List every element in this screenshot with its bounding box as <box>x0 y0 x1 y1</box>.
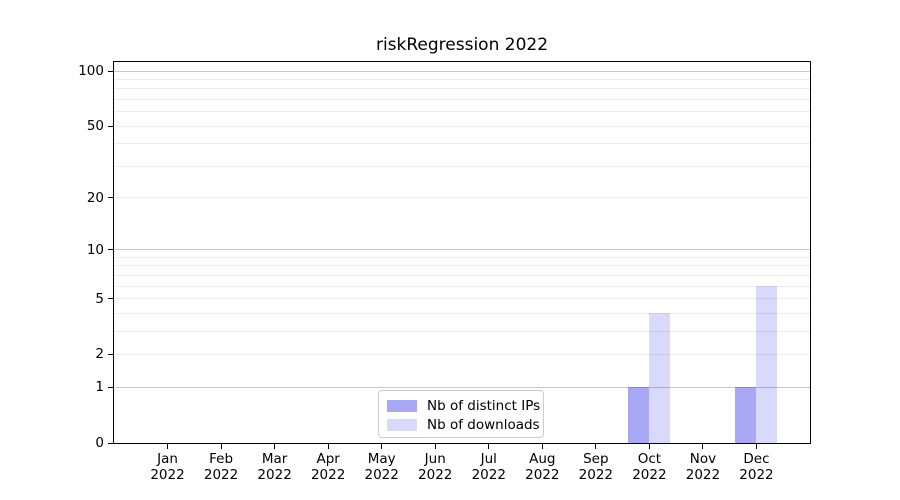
x-tick-year-oct: 2022 <box>632 466 667 483</box>
legend-row-downloads: Nb of downloads <box>387 417 543 433</box>
y-tick-0 <box>108 442 113 444</box>
x-tick-label-mar: Mar 2022 <box>243 451 307 483</box>
x-tick-sep <box>595 444 597 449</box>
chart-title: riskRegression 2022 <box>375 35 549 55</box>
y-gridline-minor-9 <box>114 256 810 258</box>
y-tick-label-1: 1 <box>95 379 104 396</box>
y-gridline-minor-5 <box>114 298 810 300</box>
legend-label-distinct-ips: Nb of distinct IPs <box>427 398 541 414</box>
x-tick-label-apr: Apr 2022 <box>296 451 360 483</box>
x-tick-year-dec: 2022 <box>739 466 774 483</box>
x-tick-month-apr: Apr <box>316 451 340 467</box>
y-gridline-minor-90 <box>114 78 810 80</box>
x-tick-year-may: 2022 <box>364 466 399 483</box>
y-gridline-major-100 <box>114 70 810 72</box>
x-tick-may <box>381 444 383 449</box>
y-tick-label-5: 5 <box>95 290 104 307</box>
x-tick-year-nov: 2022 <box>685 466 721 483</box>
x-tick-label-feb: Feb 2022 <box>189 451 253 483</box>
x-tick-label-aug: Aug 2022 <box>510 451 574 483</box>
x-tick-year-feb: 2022 <box>203 466 239 483</box>
x-tick-aug <box>541 444 543 449</box>
x-tick-year-mar: 2022 <box>257 466 292 483</box>
x-tick-label-sep: Sep 2022 <box>564 451 628 483</box>
x-tick-month-jun: Jun <box>424 451 446 467</box>
y-tick-10 <box>108 249 113 251</box>
x-tick-label-dec: Dec 2022 <box>724 451 788 483</box>
x-tick-month-may: May <box>367 451 396 467</box>
y-tick-100 <box>108 70 113 72</box>
x-tick-dec <box>755 444 757 449</box>
y-gridline-minor-3 <box>114 330 810 332</box>
x-tick-oct <box>648 444 650 449</box>
x-tick-year-jan: 2022 <box>150 466 185 483</box>
x-tick-jan <box>167 444 169 449</box>
y-gridline-minor-60 <box>114 111 810 113</box>
y-tick-1 <box>108 386 113 388</box>
y-gridline-minor-30 <box>114 165 810 167</box>
y-tick-label-2: 2 <box>95 346 104 363</box>
y-gridline-major-10 <box>114 249 810 251</box>
y-gridline-minor-6 <box>114 285 810 287</box>
legend: Nb of distinct IPs Nb of downloads <box>378 390 544 438</box>
x-tick-year-jun: 2022 <box>418 466 453 483</box>
y-gridline-major-1 <box>114 386 810 388</box>
bar-downloads-oct <box>649 313 671 443</box>
y-gridline-minor-7 <box>114 274 810 276</box>
x-tick-month-nov: Nov <box>689 451 717 467</box>
y-gridline-minor-50 <box>114 125 810 127</box>
legend-swatch-distinct-ips <box>387 400 417 412</box>
legend-swatch-downloads <box>387 419 417 431</box>
y-gridline-minor-8 <box>114 265 810 267</box>
y-gridline-minor-4 <box>114 312 810 314</box>
y-tick-label-50: 50 <box>86 118 104 135</box>
x-tick-year-aug: 2022 <box>525 466 560 483</box>
x-tick-label-jan: Jan 2022 <box>136 451 200 483</box>
x-tick-apr <box>327 444 329 449</box>
bar-distinct-ips-oct <box>628 387 650 443</box>
y-tick-label-0: 0 <box>95 435 104 451</box>
x-tick-month-feb: Feb <box>209 451 234 467</box>
x-tick-month-jul: Jul <box>480 451 497 467</box>
y-tick-2 <box>108 353 113 355</box>
plot-area <box>113 61 811 444</box>
x-tick-label-jul: Jul 2022 <box>457 451 521 483</box>
y-tick-20 <box>108 197 113 199</box>
x-tick-month-dec: Dec <box>743 451 770 467</box>
x-tick-label-nov: Nov 2022 <box>671 451 735 483</box>
x-tick-label-oct: Oct 2022 <box>617 451 681 483</box>
bar-distinct-ips-dec <box>735 387 757 443</box>
y-tick-label-10: 10 <box>86 241 104 258</box>
x-tick-month-mar: Mar <box>261 451 288 467</box>
legend-label-downloads: Nb of downloads <box>427 417 540 433</box>
x-tick-nov <box>702 444 704 449</box>
x-tick-year-apr: 2022 <box>310 466 346 483</box>
bar-downloads-dec <box>756 286 778 443</box>
y-tick-50 <box>108 125 113 127</box>
y-tick-label-20: 20 <box>86 189 104 206</box>
x-tick-mar <box>274 444 276 449</box>
x-tick-label-may: May 2022 <box>350 451 414 483</box>
y-tick-5 <box>108 298 113 300</box>
y-gridline-minor-80 <box>114 88 810 90</box>
x-tick-month-sep: Sep <box>583 451 609 467</box>
y-gridline-minor-20 <box>114 197 810 199</box>
legend-row-distinct-ips: Nb of distinct IPs <box>387 398 543 414</box>
x-tick-month-aug: Aug <box>529 451 556 467</box>
x-tick-month-oct: Oct <box>637 451 662 467</box>
x-tick-label-jun: Jun 2022 <box>403 451 467 483</box>
x-tick-feb <box>220 444 222 449</box>
x-tick-year-jul: 2022 <box>471 466 506 483</box>
x-tick-jun <box>434 444 436 449</box>
y-gridline-minor-2 <box>114 353 810 355</box>
x-tick-jul <box>488 444 490 449</box>
y-gridline-minor-40 <box>114 143 810 145</box>
y-tick-label-100: 100 <box>78 63 104 80</box>
x-tick-month-jan: Jan <box>157 451 178 467</box>
x-tick-year-sep: 2022 <box>578 466 614 483</box>
y-gridline-minor-70 <box>114 98 810 100</box>
